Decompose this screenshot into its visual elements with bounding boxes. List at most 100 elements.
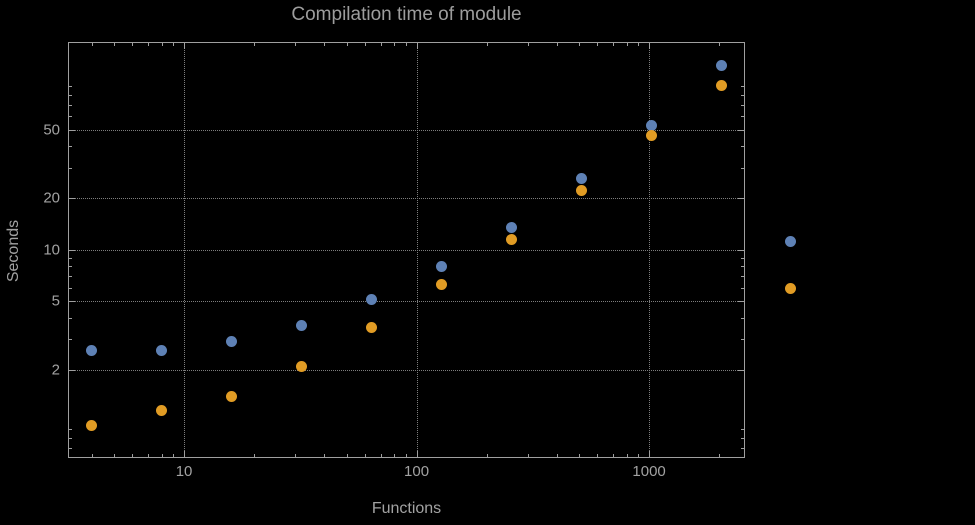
y-axis-label: Seconds [5,219,22,283]
point-series-1 [715,60,727,72]
point-series-2 [505,233,517,245]
y-tick-mark [738,301,744,303]
y-tick-mark [69,429,72,431]
x-tick-mark [405,43,407,46]
gridline-horizontal [69,249,744,251]
x-tick-mark [346,43,348,46]
x-tick-mark [486,43,488,46]
y-tick-mark [741,146,744,148]
x-tick-mark [161,454,163,457]
y-tick-mark [69,437,72,439]
x-tick-mark [91,43,93,46]
y-tick-mark [69,339,72,341]
y-tick-mark [741,339,744,341]
y-tick-mark [69,276,72,278]
point-series-1 [156,344,168,356]
x-tick-mark [556,454,558,457]
y-tick-label: 10 [43,241,60,259]
y-tick-mark [69,198,75,200]
point-series-1 [575,172,587,184]
chart-title: Compilation time of module [291,4,522,25]
x-tick-mark [626,43,628,46]
gridline-horizontal [69,369,744,371]
y-tick-label: 5 [51,292,60,310]
x-tick-mark [613,454,615,457]
y-tick-mark [741,167,744,169]
x-tick-mark [613,43,615,46]
y-tick-label: 50 [43,121,60,139]
x-tick-mark [114,454,116,457]
x-tick-mark [132,43,134,46]
x-tick-mark [638,43,640,46]
x-tick-mark [597,43,599,46]
point-series-1 [366,294,377,306]
x-tick-mark [649,451,651,457]
y-tick-mark [738,249,744,251]
x-tick-label: 1000 [632,463,666,480]
x-tick-label: 100 [404,463,430,480]
y-tick-mark [741,287,744,289]
x-tick-mark [161,43,163,46]
plot-area: 10 100 1000 2 5 10 20 50 [43,42,745,480]
y-tick-mark [69,146,72,148]
y-tick-mark [69,447,72,449]
y-tick-mark [69,249,75,251]
y-tick-label: 2 [51,361,60,379]
x-tick-mark [114,43,116,46]
y-tick-mark [69,287,72,289]
point-series-2 [226,390,238,402]
x-tick-mark [416,451,418,457]
x-tick-mark [148,454,150,457]
x-tick-mark [527,454,529,457]
y-tick-label: 20 [43,189,60,207]
x-tick-mark [294,454,296,457]
point-series-1 [505,221,517,233]
x-tick-mark [405,454,407,457]
point-series-2 [366,322,377,334]
y-tick-mark [741,116,744,118]
x-tick-mark [556,43,558,46]
x-tick-mark [148,43,150,46]
x-tick-label: 10 [175,463,193,480]
y-tick-mark [741,447,744,449]
y-tick-mark [69,318,72,319]
x-tick-mark [294,43,296,46]
y-tick-mark [69,301,75,303]
point-series-1 [296,320,307,332]
x-tick-mark [173,43,175,46]
x-tick-mark [579,43,581,46]
x-tick-mark [527,43,529,46]
y-tick-mark [69,257,72,259]
y-tick-mark [741,437,744,439]
point-series-2 [156,405,168,417]
legend-marker-series-1 [784,236,796,248]
y-tick-mark [741,94,744,96]
x-tick-mark [394,43,396,46]
x-tick-mark [486,454,488,457]
point-series-2 [296,360,307,372]
point-series-1 [86,344,98,356]
y-tick-mark [69,369,75,371]
y-tick-mark [741,429,744,431]
y-tick-mark [741,318,744,319]
x-axis-label: Functions [371,500,442,517]
x-tick-mark [597,454,599,457]
x-tick-mark [132,454,134,457]
point-series-2 [715,80,727,92]
x-tick-mark [416,43,418,49]
gridline-horizontal [69,301,744,303]
gridline-horizontal [69,129,744,131]
x-tick-mark [364,43,366,46]
x-tick-mark [719,43,721,46]
x-tick-mark [380,43,382,46]
y-tick-mark [69,129,75,131]
x-tick-mark [184,451,186,457]
point-series-1 [435,260,447,272]
y-tick-mark [69,104,72,106]
y-tick-mark [738,369,744,371]
x-tick-mark [579,454,581,457]
point-series-1 [226,336,238,348]
x-tick-mark [649,43,651,49]
x-tick-mark [346,454,348,457]
